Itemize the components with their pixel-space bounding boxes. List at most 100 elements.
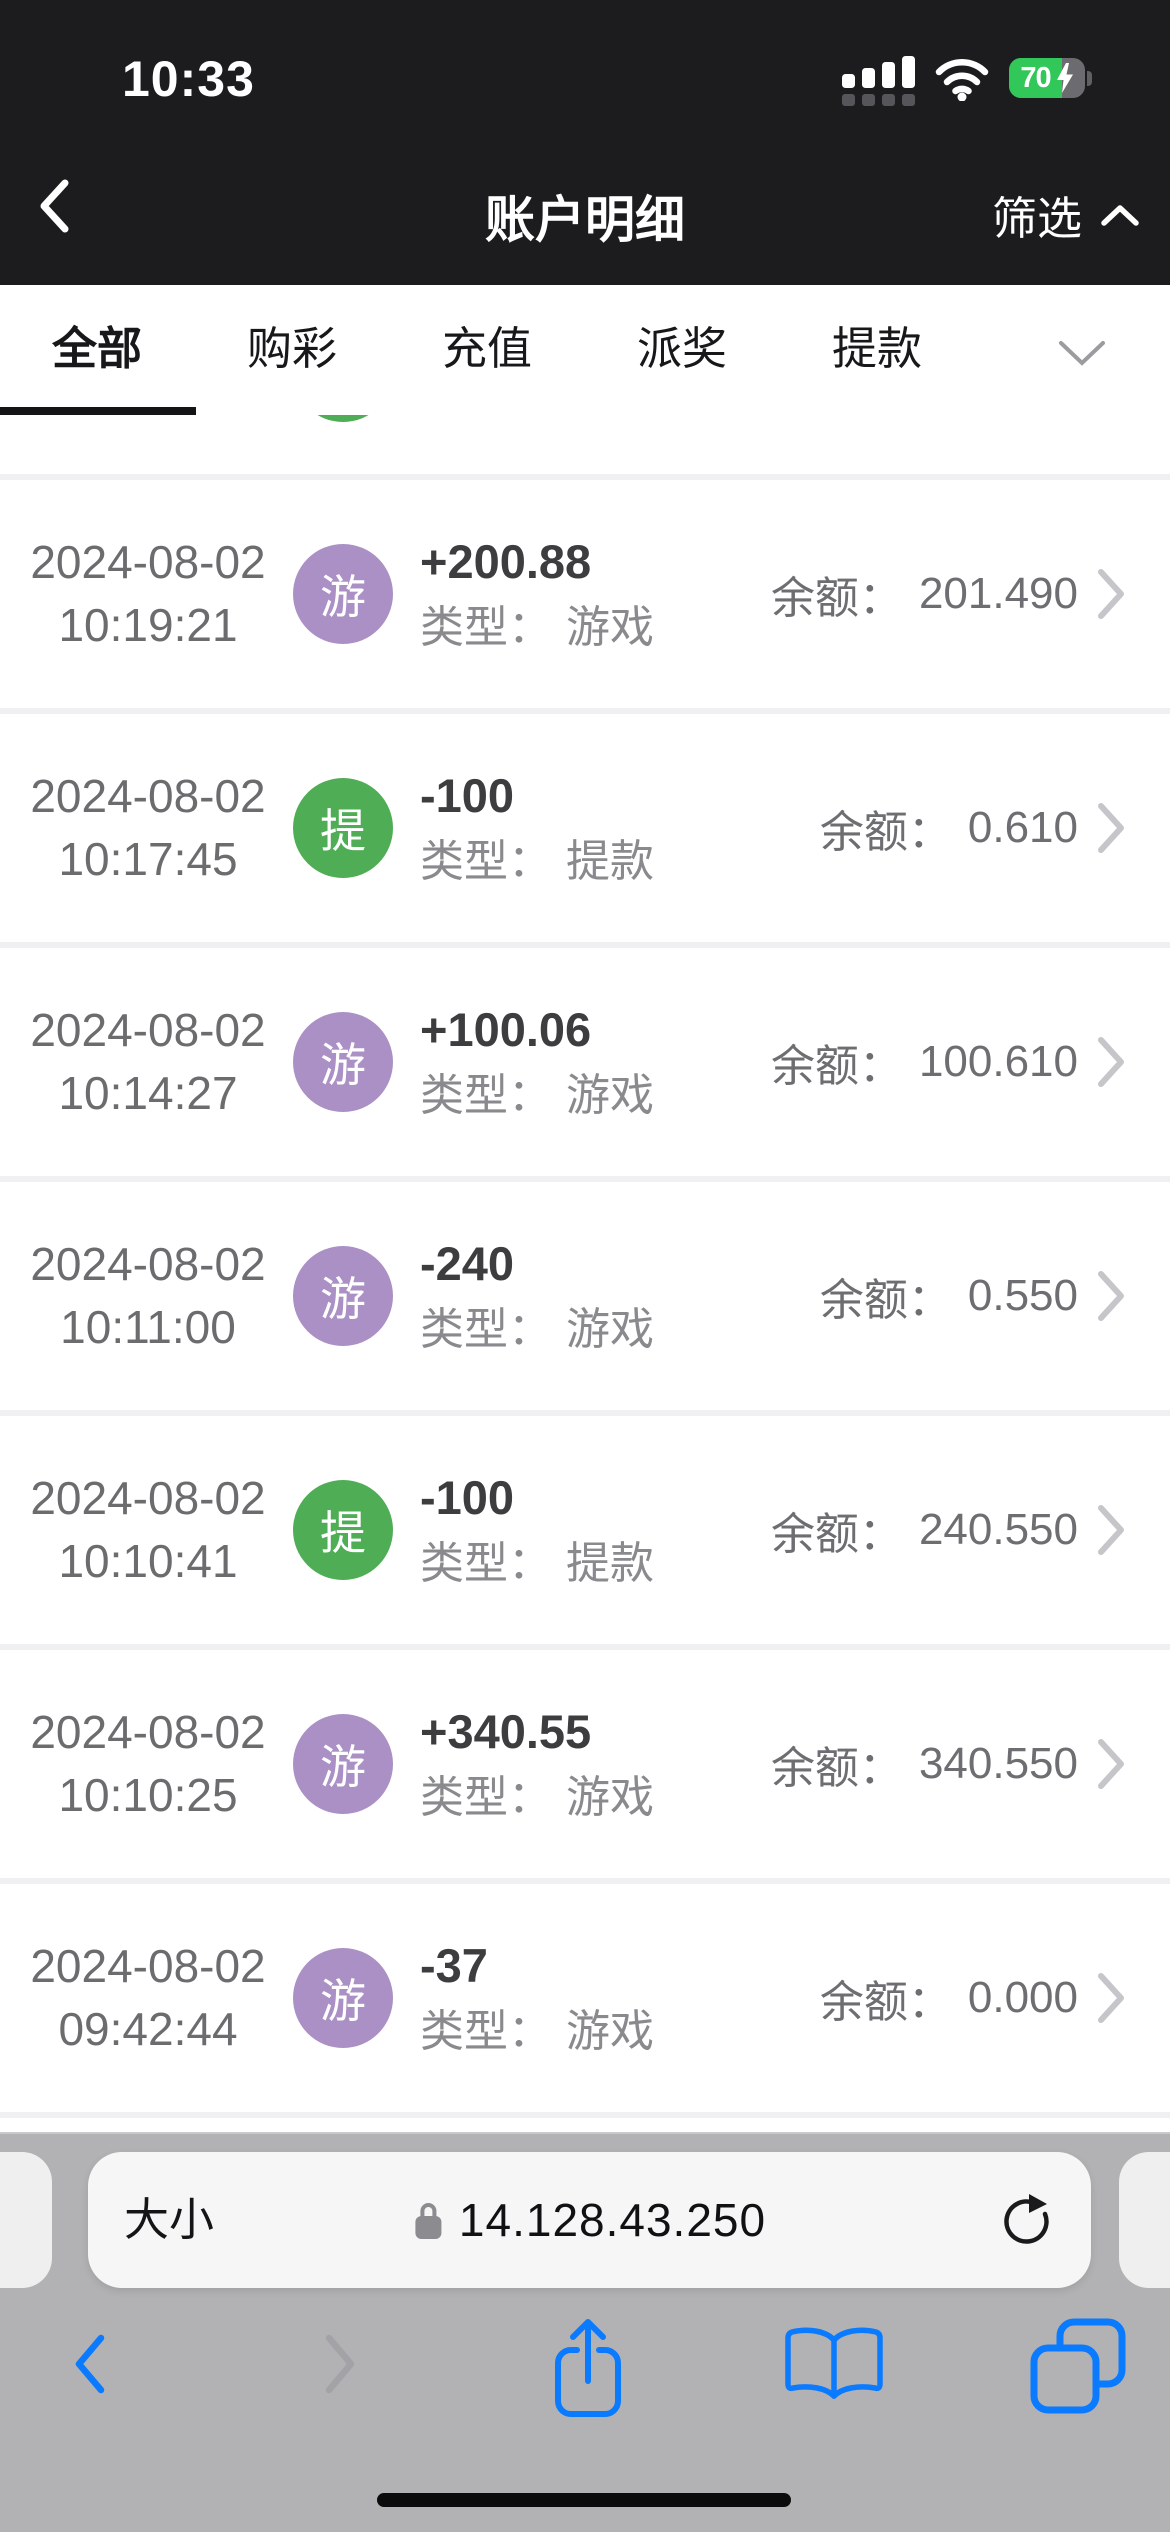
transaction-balance: 余额： 201.490 <box>771 562 1170 626</box>
transaction-amount: -100 <box>420 769 515 822</box>
type-label: 类型： <box>420 2007 552 2056</box>
share-button[interactable] <box>550 2314 626 2418</box>
type-label: 类型： <box>420 603 552 652</box>
lock-icon <box>414 2203 441 2239</box>
transaction-main: -100 类型： 提款 <box>420 766 654 890</box>
transaction-type-line: 类型： 游戏 <box>420 1770 654 1826</box>
transaction-time: 10:14:27 <box>58 1067 238 1119</box>
status-icons: 70 <box>842 56 1092 106</box>
transaction-datetime: 2024-08-02 10:10:41 <box>8 1467 288 1593</box>
tab-lottery[interactable]: 购彩 <box>246 323 337 374</box>
transaction-datetime: 2024-08-02 10:11:00 <box>8 1233 288 1359</box>
toolbar-hairline <box>0 2132 1170 2134</box>
transaction-row[interactable]: 2024-08-02 10:10:41 提 -100 类型： 提款 余额： 240… <box>0 1416 1170 1644</box>
browser-forward-button[interactable] <box>324 2332 360 2396</box>
transaction-row[interactable]: 2024-08-02 09:42:44 游 -37 类型： 游戏 余额： 0.00… <box>0 1884 1170 2112</box>
transaction-balance: 余额： 0.000 <box>820 1966 1170 2030</box>
page-title: 账户明细 <box>485 192 685 248</box>
active-tab-underline <box>0 407 196 415</box>
chevron-right-icon <box>1098 569 1124 619</box>
transaction-row[interactable]: 2024-08-02 10:14:27 游 +100.06 类型： 游戏 余额： … <box>0 948 1170 1176</box>
row-separator <box>0 1176 1170 1182</box>
transaction-time: 10:17:45 <box>58 833 238 885</box>
row-separator <box>0 1644 1170 1650</box>
reload-icon[interactable] <box>1001 2194 1051 2248</box>
balance-label: 余额： <box>770 1042 903 1091</box>
balance-label: 余额： <box>770 1510 903 1559</box>
transaction-date: 2024-08-02 <box>30 1472 266 1524</box>
chevron-right-icon <box>1098 1973 1124 2023</box>
browser-bottom-bar: 大小 14.128.43.250 <box>0 2134 1170 2532</box>
transaction-datetime: 2024-08-02 10:10:25 <box>8 1701 288 1827</box>
transaction-type-line: 类型： 提款 <box>420 1536 654 1592</box>
filter-tabs-bar: 全部 购彩 充值 派奖 提款 <box>0 285 1170 415</box>
transaction-type: 游戏 <box>566 1071 654 1120</box>
bookmarks-button[interactable] <box>782 2325 886 2405</box>
transaction-main: +200.88 类型： 游戏 <box>420 532 654 656</box>
filter-button[interactable]: 筛选 <box>992 182 1140 247</box>
tab-all[interactable]: 全部 <box>51 323 142 374</box>
transaction-badge: 游 <box>293 544 393 644</box>
transaction-main: +100.06 类型： 游戏 <box>420 1000 654 1124</box>
type-label: 类型： <box>420 837 552 886</box>
transaction-main: -100 类型： 提款 <box>420 1468 654 1592</box>
transaction-badge: 游 <box>293 1714 393 1814</box>
transaction-datetime: 2024-08-02 10:17:45 <box>8 765 288 891</box>
transaction-row[interactable]: 2024-08-02 10:19:21 游 +200.88 类型： 游戏 余额： … <box>0 480 1170 708</box>
balance-label: 余额： <box>770 1744 903 1793</box>
transaction-balance: 余额： 0.610 <box>820 796 1170 860</box>
row-separator <box>0 2112 1170 2118</box>
app-header: 10:33 70 <box>0 0 1170 285</box>
transaction-main: -240 类型： 游戏 <box>420 1234 654 1358</box>
tab-recharge[interactable]: 充值 <box>441 323 532 374</box>
next-tab-peek[interactable] <box>1119 2152 1170 2288</box>
transaction-amount: -240 <box>420 1237 515 1290</box>
battery-charging-icon: 70 <box>1009 58 1092 98</box>
transaction-balance: 余额： 340.550 <box>771 1732 1170 1796</box>
transaction-main: +340.55 类型： 游戏 <box>420 1702 654 1826</box>
browser-back-button[interactable] <box>70 2332 106 2396</box>
transaction-date: 2024-08-02 <box>30 1238 266 1290</box>
transaction-amount: +100.06 <box>420 1003 592 1056</box>
transaction-balance: 余额： 240.550 <box>771 1498 1170 1562</box>
transaction-type: 游戏 <box>566 1773 654 1822</box>
chevron-right-icon <box>1098 1739 1124 1789</box>
home-indicator[interactable] <box>377 2493 791 2507</box>
balance-value: 0.610 <box>967 803 1078 852</box>
transaction-row[interactable]: 2024-08-02 10:10:25 游 +340.55 类型： 游戏 余额： … <box>0 1650 1170 1878</box>
page-bottom-strip <box>0 2118 1170 2132</box>
type-label: 类型： <box>420 1071 552 1120</box>
transaction-datetime: 2024-08-02 09:42:44 <box>8 1935 288 2061</box>
balance-value: 100.610 <box>918 1037 1078 1086</box>
transaction-main: -37 类型： 游戏 <box>420 1936 654 2060</box>
tabs-button[interactable] <box>1028 2316 1128 2416</box>
transaction-datetime: 2024-08-02 10:14:27 <box>8 999 288 1125</box>
cellular-signal-icon <box>842 56 915 106</box>
chevron-down-icon[interactable] <box>1058 339 1106 367</box>
charging-bolt-icon <box>1057 63 1073 93</box>
tab-withdraw[interactable]: 提款 <box>831 323 922 374</box>
transaction-badge: 游 <box>293 1012 393 1112</box>
row-separator <box>0 1410 1170 1416</box>
transaction-type: 游戏 <box>566 2007 654 2056</box>
partial-row <box>0 415 1170 474</box>
transaction-type: 游戏 <box>566 1305 654 1354</box>
transaction-type: 提款 <box>566 837 654 886</box>
tab-prize[interactable]: 派奖 <box>636 323 727 374</box>
transaction-row[interactable]: 2024-08-02 10:17:45 提 -100 类型： 提款 余额： 0.6… <box>0 714 1170 942</box>
url-bar[interactable]: 大小 14.128.43.250 <box>88 2152 1091 2288</box>
transaction-type: 游戏 <box>566 603 654 652</box>
previous-tab-peek[interactable] <box>0 2152 52 2288</box>
transaction-time: 10:10:41 <box>58 1535 238 1587</box>
transaction-time: 09:42:44 <box>58 2003 238 2055</box>
back-chevron-icon[interactable] <box>36 178 70 234</box>
text-size-button[interactable]: 大小 <box>124 2194 215 2245</box>
transaction-amount: -100 <box>420 1471 515 1524</box>
transaction-type-line: 类型： 游戏 <box>420 2004 654 2060</box>
transaction-row[interactable]: 2024-08-02 10:11:00 游 -240 类型： 游戏 余额： 0.5… <box>0 1182 1170 1410</box>
balance-label: 余额： <box>819 808 952 857</box>
transaction-amount: +340.55 <box>420 1705 592 1758</box>
transaction-list: 2024-08-02 10:19:21 游 +200.88 类型： 游戏 余额： … <box>0 415 1170 2118</box>
transaction-date: 2024-08-02 <box>30 536 266 588</box>
